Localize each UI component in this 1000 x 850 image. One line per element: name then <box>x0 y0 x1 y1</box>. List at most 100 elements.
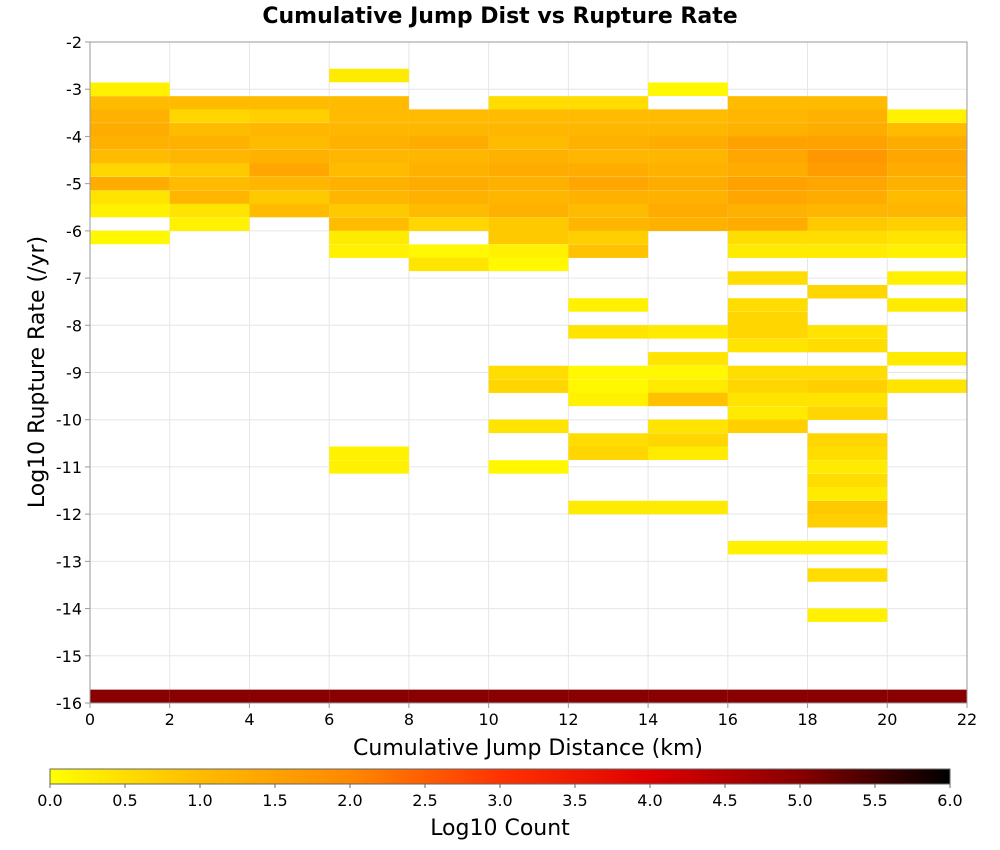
colorbar-tick-label: 1.5 <box>262 791 287 810</box>
heatmap-cell <box>329 217 409 231</box>
heatmap-cell <box>488 244 569 258</box>
y-axis-ticks: -2 -3 -4 -5 -6 -7 -8 -9 -10 -11 -12 -13 -14 -15 -16 <box>56 33 90 713</box>
heatmap-cell <box>488 257 569 272</box>
heatmap-cell <box>488 379 569 393</box>
heatmap-cell <box>90 136 170 150</box>
heatmap-cell <box>329 96 409 110</box>
heatmap-cell <box>807 203 888 218</box>
x-tick-label: 16 <box>718 710 738 729</box>
heatmap-cell <box>488 96 569 110</box>
heatmap-cell <box>249 136 330 150</box>
x-tick-label: 10 <box>478 710 498 729</box>
heatmap-cell <box>249 176 330 191</box>
heatmap-cell <box>568 203 649 218</box>
heatmap-cell <box>727 96 808 110</box>
heatmap-cells <box>90 68 967 704</box>
heatmap-cell <box>727 689 808 704</box>
y-tick-label: -10 <box>56 411 82 430</box>
colorbar <box>49 768 951 785</box>
colorbar-tick-label: 5.0 <box>787 791 812 810</box>
heatmap-cell <box>488 689 569 704</box>
heatmap-cell <box>488 460 569 474</box>
heatmap-cell <box>90 82 170 96</box>
heatmap-cell <box>887 689 967 704</box>
heatmap-cell <box>807 540 888 555</box>
heatmap-cell <box>727 163 808 177</box>
y-tick-label: -6 <box>66 222 82 241</box>
heatmap-cell <box>568 446 649 460</box>
heatmap-cell <box>648 176 728 191</box>
heatmap-cell <box>807 338 888 353</box>
heatmap-cell <box>169 203 250 218</box>
heatmap-cell <box>329 244 409 258</box>
heatmap-cell <box>249 109 330 123</box>
heatmap-cell <box>408 176 489 191</box>
heatmap-cell <box>169 217 250 231</box>
colorbar-tick-label: 3.5 <box>562 791 587 810</box>
heatmap-cell <box>648 217 728 231</box>
heatmap-cell <box>568 392 649 407</box>
heatmap-cell <box>727 540 808 555</box>
y-tick-label: -12 <box>56 505 82 524</box>
heatmap-cell <box>90 149 170 164</box>
heatmap-cell <box>887 217 967 231</box>
heatmap-cell <box>169 96 250 110</box>
heatmap-cell <box>568 230 649 245</box>
heatmap-cell <box>887 163 967 177</box>
heatmap-cell <box>329 149 409 164</box>
heatmap-cell <box>169 176 250 191</box>
heatmap-cell <box>169 163 250 177</box>
heatmap-cell <box>727 217 808 231</box>
heatmap-cell <box>408 190 489 205</box>
heatmap-cell <box>727 419 808 434</box>
heatmap-cell <box>727 338 808 353</box>
heatmap-cell <box>648 446 728 460</box>
heatmap-cell <box>568 244 649 258</box>
heatmap-cell <box>887 298 967 312</box>
heatmap-cell <box>648 109 728 123</box>
heatmap-cell <box>329 109 409 123</box>
colorbar-tick-label: 4.5 <box>712 791 737 810</box>
heatmap-cell <box>807 217 888 231</box>
colorbar-tick-label: 4.0 <box>637 791 662 810</box>
heatmap-cell <box>727 190 808 205</box>
heatmap-cell <box>488 217 569 231</box>
heatmap-cell <box>408 203 489 218</box>
heatmap-cell <box>408 217 489 231</box>
heatmap-cell <box>488 365 569 380</box>
heatmap-cell <box>727 271 808 285</box>
heatmap-cell <box>648 163 728 177</box>
heatmap-cell <box>887 109 967 123</box>
y-tick-label: -2 <box>66 33 82 52</box>
heatmap-cell <box>807 325 888 339</box>
heatmap-cell <box>408 244 489 258</box>
heatmap-cell <box>249 689 330 704</box>
heatmap-cell <box>807 433 888 447</box>
colorbar-tick-label: 0.0 <box>37 791 62 810</box>
heatmap-cell <box>887 244 967 258</box>
heatmap-cell <box>887 352 967 366</box>
heatmap-cell <box>408 163 489 177</box>
heatmap-cell <box>887 149 967 164</box>
heatmap-cell <box>648 325 728 339</box>
heatmap-cell <box>568 217 649 231</box>
y-tick-label: -15 <box>56 647 82 666</box>
heatmap-cell <box>648 149 728 164</box>
heatmap-cell <box>329 136 409 150</box>
heatmap-cell <box>408 109 489 123</box>
heatmap-cell <box>329 446 409 460</box>
heatmap-cell <box>90 203 170 218</box>
heatmap-cell <box>887 123 967 137</box>
x-tick-label: 0 <box>85 710 95 729</box>
heatmap-cell <box>727 365 808 380</box>
heatmap-cell <box>887 190 967 205</box>
heatmap-cell <box>807 96 888 110</box>
x-axis-label: Cumulative Jump Distance (km) <box>353 736 703 761</box>
x-tick-label: 20 <box>877 710 897 729</box>
heatmap-cell <box>727 230 808 245</box>
y-tick-label: -11 <box>56 458 82 477</box>
heatmap-cell <box>727 203 808 218</box>
heatmap-cell <box>488 123 569 137</box>
heatmap-cell <box>727 149 808 164</box>
heatmap-cell <box>807 244 888 258</box>
